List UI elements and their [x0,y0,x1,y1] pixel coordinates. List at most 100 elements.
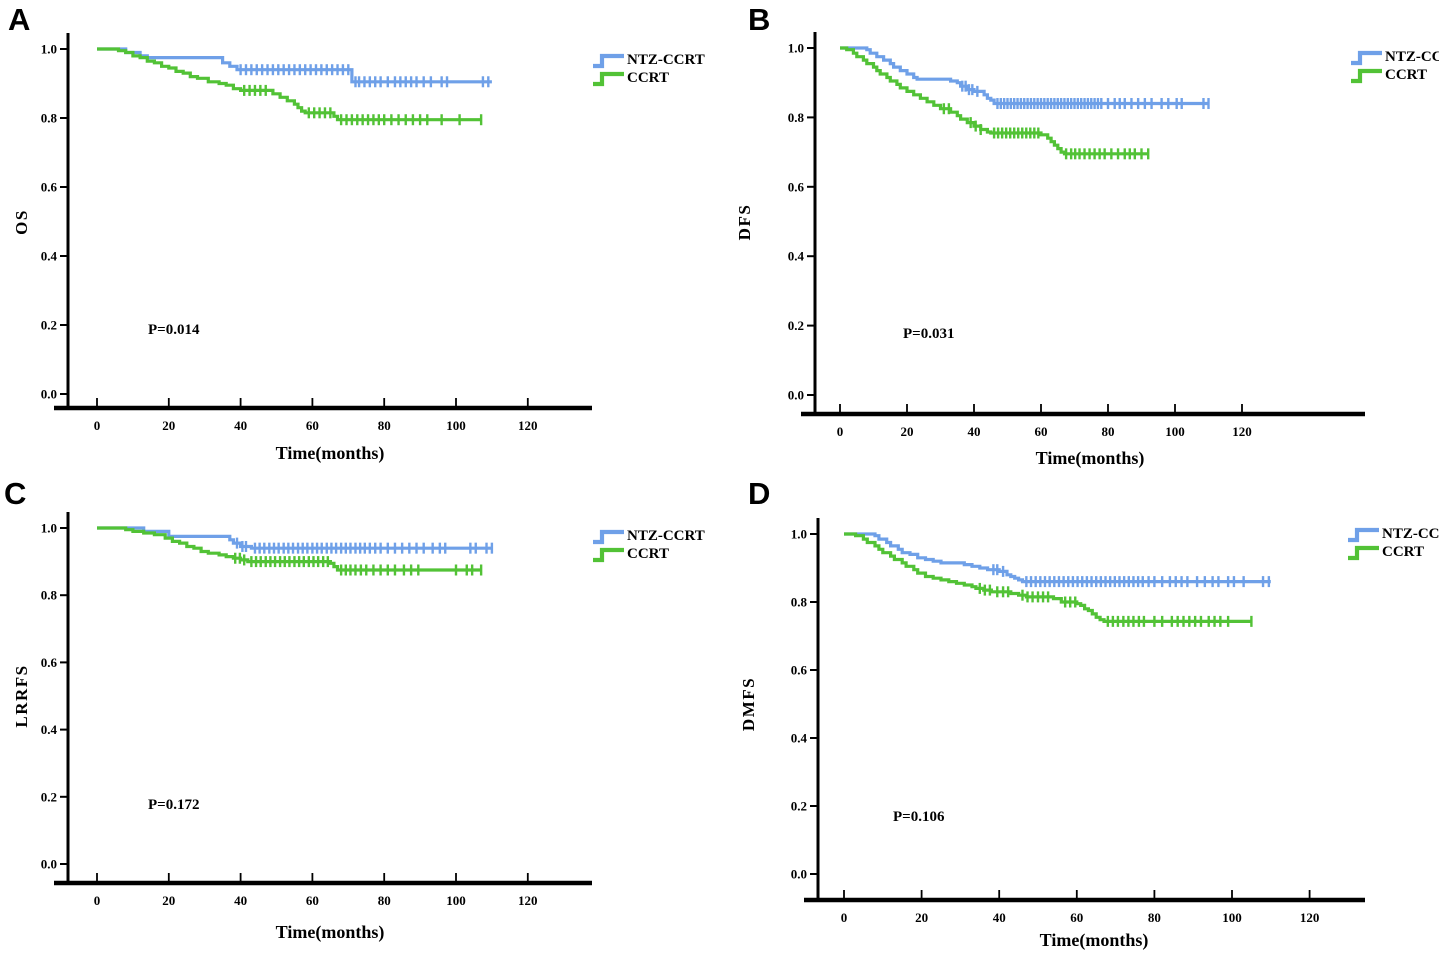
step-line-icon [593,71,624,86]
y-axis-title: DMFS [739,676,758,732]
panel-letter: D [748,476,771,511]
legend-label: CCRT [627,546,669,562]
survival-curve-NTZ-CCRT [840,46,1210,110]
panel-letter: B [748,2,771,37]
step-line-icon [1348,527,1379,542]
legend-item-ccrt: CCRT [1347,544,1439,561]
y-tick-label: 0.8 [788,110,805,125]
y-tick-label: 0.0 [41,857,57,872]
p-value-label: P=0.106 [893,809,945,825]
y-tick-label: 0.6 [41,180,58,195]
x-tick-label: 80 [1148,910,1161,925]
y-tick-label: 0.4 [41,722,58,737]
y-tick-label: 0.8 [791,595,808,610]
x-tick-label: 120 [1232,424,1252,439]
y-tick-label: 0.2 [788,318,804,333]
panel-letter: A [8,2,31,37]
step-line-icon [593,53,624,68]
x-tick-label: 40 [993,910,1006,925]
y-tick-label: 1.0 [41,521,57,536]
censor-ticks [992,564,1271,588]
y-tick-label: 0.4 [41,249,58,264]
legend: NTZ-CCRT CCRT [592,52,705,87]
p-value-label: P=0.172 [148,797,200,813]
x-tick-label: 120 [1300,910,1320,925]
legend-item-ccrt: CCRT [592,546,705,563]
y-tick-label: 0.8 [41,588,58,603]
y-axis-ticks: 1.0 0.8 0.6 0.4 0.2 0.0 [41,42,67,402]
y-tick-label: 0.8 [41,111,58,126]
legend-label: CCRT [1385,67,1427,83]
y-tick-label: 1.0 [788,41,804,56]
survival-curve-NTZ-CCRT [97,526,494,554]
p-value-label: P=0.014 [148,322,200,338]
y-axis-ticks: 1.0 0.8 0.6 0.4 0.2 0.0 [791,527,817,882]
y-axis-title: DFS [735,203,754,241]
x-axis-title: Time(months) [1039,930,1149,950]
y-tick-label: 0.2 [41,789,57,804]
y-tick-label: 0.0 [41,387,57,402]
x-tick-label: 0 [841,910,848,925]
legend-item-ccrt: CCRT [1350,67,1439,84]
step-line-icon [593,529,624,544]
x-tick-label: 0 [94,893,101,908]
legend-label: NTZ-CCRT [627,52,705,68]
y-tick-label: 0.0 [788,388,804,403]
y-axis-title: LRRFS [12,664,31,728]
censor-ticks [234,552,483,576]
x-tick-label: 120 [518,893,538,908]
y-tick-label: 0.2 [41,318,57,333]
legend-label: NTZ-CCRT [627,528,705,544]
x-axis-ticks: 0 20 40 60 80 100 120 [837,404,1252,439]
legend-label: NTZ-CCRT [1382,526,1439,542]
y-tick-label: 0.6 [791,663,808,678]
survival-curve-CCRT [97,526,483,576]
x-axis-title: Time(months) [275,922,385,942]
x-tick-label: 20 [162,418,175,433]
censor-ticks [235,537,494,554]
panel-A: 1.0 0.8 0.6 0.4 0.2 0.0 0 20 40 60 80 100 120 A OS T… [0,0,720,477]
x-tick-label: 0 [94,418,101,433]
survival-curve-NTZ-CCRT [97,47,492,88]
step-line-icon [1351,50,1382,65]
survival-curve-CCRT [97,47,483,126]
censor-ticks [961,80,1210,110]
x-tick-label: 80 [378,893,391,908]
x-axis-title: Time(months) [1035,448,1145,468]
axes [54,33,592,411]
axes [54,512,592,886]
legend-label: CCRT [1382,544,1424,560]
y-tick-label: 1.0 [791,527,807,542]
p-value-label: P=0.031 [903,326,955,342]
legend: NTZ-CCRT CCRT [1350,49,1439,84]
x-axis-title: Time(months) [275,443,385,463]
x-tick-label: 80 [1102,424,1115,439]
x-tick-label: 20 [915,910,928,925]
x-tick-label: 60 [306,418,319,433]
x-axis-ticks: 0 20 40 60 80 100 120 [841,890,1320,925]
survival-curve-CCRT [840,46,1150,160]
x-tick-label: 60 [1070,910,1083,925]
y-axis-title: OS [12,209,31,235]
y-tick-label: 0.0 [791,867,807,882]
y-tick-label: 1.0 [41,42,57,57]
x-axis-ticks: 0 20 40 60 80 100 120 [94,873,538,908]
x-tick-label: 60 [306,893,319,908]
legend-item-ntz-ccrt: NTZ-CCRT [1347,526,1439,543]
x-tick-label: 20 [901,424,914,439]
x-tick-label: 120 [518,418,538,433]
axes [804,518,1365,903]
km-plot-os: 1.0 0.8 0.6 0.4 0.2 0.0 0 20 40 60 80 100 120 [41,33,592,433]
legend-item-ccrt: CCRT [592,70,705,87]
x-axis-ticks: 0 20 40 60 80 100 120 [94,398,538,433]
survival-curve-NTZ-CCRT [844,532,1271,588]
survival-curve-CCRT [844,532,1253,627]
censor-ticks [978,582,1253,627]
y-axis-ticks: 1.0 0.8 0.6 0.4 0.2 0.0 [788,41,814,403]
step-line-icon [1348,545,1379,560]
x-tick-label: 100 [446,893,466,908]
x-tick-label: 40 [968,424,981,439]
censor-ticks [942,103,1150,160]
legend-label: CCRT [627,70,669,86]
km-plot-dfs: 1.0 0.8 0.6 0.4 0.2 0.0 0 20 40 60 80 100 120 [788,32,1365,439]
